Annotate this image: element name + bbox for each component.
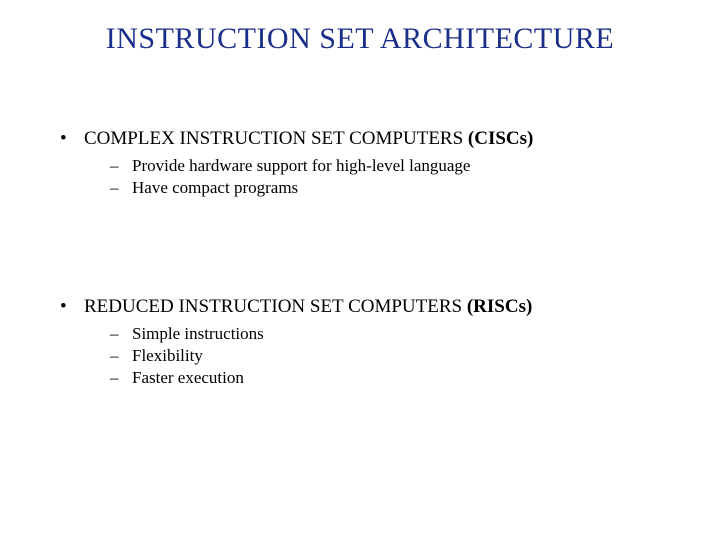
subbullet-text: Simple instructions: [132, 324, 680, 344]
dash-marker-icon: –: [110, 178, 132, 198]
bullet-cisc: • COMPLEX INSTRUCTION SET COMPUTERS (CIS…: [60, 128, 680, 150]
dash-marker-icon: –: [110, 156, 132, 176]
slide: INSTRUCTION SET ARCHITECTURE • COMPLEX I…: [0, 0, 720, 540]
bullet-marker-icon: •: [60, 296, 84, 318]
dash-marker-icon: –: [110, 324, 132, 344]
bullet-text: REDUCED INSTRUCTION SET COMPUTERS (RISCs…: [84, 296, 680, 318]
bullet-text-prefix: COMPLEX INSTRUCTION SET COMPUTERS: [84, 128, 468, 149]
bullet-text: COMPLEX INSTRUCTION SET COMPUTERS (CISCs…: [84, 128, 680, 150]
dash-marker-icon: –: [110, 368, 132, 388]
slide-body: • COMPLEX INSTRUCTION SET COMPUTERS (CIS…: [60, 128, 680, 390]
sublist-cisc: – Provide hardware support for high-leve…: [110, 156, 680, 198]
sublist-risc: – Simple instructions – Flexibility – Fa…: [110, 324, 680, 388]
section-gap: [60, 200, 680, 296]
subbullet-text: Provide hardware support for high-level …: [132, 156, 680, 176]
subbullet: – Simple instructions: [110, 324, 680, 344]
subbullet: – Provide hardware support for high-leve…: [110, 156, 680, 176]
bullet-risc: • REDUCED INSTRUCTION SET COMPUTERS (RIS…: [60, 296, 680, 318]
subbullet-text: Flexibility: [132, 346, 680, 366]
bullet-text-prefix: REDUCED INSTRUCTION SET COMPUTERS: [84, 296, 467, 317]
subbullet-text: Have compact programs: [132, 178, 680, 198]
bullet-text-bold: (CISCs): [468, 128, 533, 149]
slide-title: INSTRUCTION SET ARCHITECTURE: [0, 22, 720, 56]
subbullet-text: Faster execution: [132, 368, 680, 388]
subbullet: – Have compact programs: [110, 178, 680, 198]
dash-marker-icon: –: [110, 346, 132, 366]
bullet-text-bold: (RISCs): [467, 296, 532, 317]
subbullet: – Faster execution: [110, 368, 680, 388]
subbullet: – Flexibility: [110, 346, 680, 366]
bullet-marker-icon: •: [60, 128, 84, 150]
